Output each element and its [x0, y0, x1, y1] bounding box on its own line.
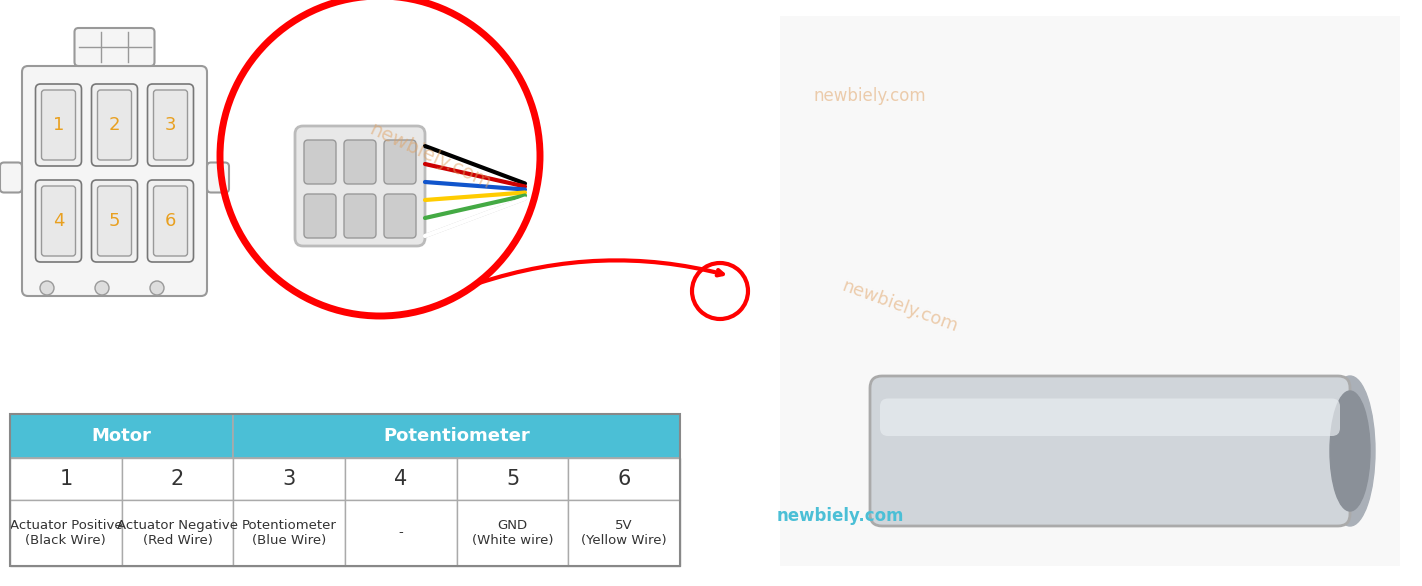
- Bar: [10, 500, 122, 566]
- Text: Potentiometer: Potentiometer: [384, 427, 530, 445]
- Text: -: -: [398, 526, 404, 540]
- FancyBboxPatch shape: [41, 90, 75, 160]
- Circle shape: [95, 281, 109, 295]
- Circle shape: [149, 281, 164, 295]
- FancyBboxPatch shape: [294, 126, 425, 246]
- Bar: [569, 458, 680, 500]
- Bar: [781, 16, 1401, 566]
- Text: newbiely.com: newbiely.com: [365, 120, 493, 193]
- FancyBboxPatch shape: [41, 186, 75, 256]
- Text: 1: 1: [60, 469, 73, 489]
- Text: 6: 6: [165, 212, 176, 230]
- Text: newbiely.com: newbiely.com: [813, 87, 926, 105]
- FancyBboxPatch shape: [154, 90, 188, 160]
- FancyBboxPatch shape: [880, 398, 1340, 436]
- FancyBboxPatch shape: [91, 84, 138, 166]
- Text: 5V
(Yellow Wire): 5V (Yellow Wire): [582, 519, 667, 547]
- Text: newbiely.com: newbiely.com: [776, 507, 904, 525]
- Text: 5: 5: [506, 469, 519, 489]
- FancyBboxPatch shape: [148, 84, 193, 166]
- FancyBboxPatch shape: [98, 186, 131, 256]
- Text: 6: 6: [617, 469, 631, 489]
- FancyBboxPatch shape: [74, 28, 155, 66]
- Bar: [233, 414, 680, 458]
- FancyBboxPatch shape: [36, 84, 81, 166]
- FancyBboxPatch shape: [36, 180, 81, 262]
- FancyBboxPatch shape: [384, 140, 417, 184]
- Bar: [346, 500, 456, 566]
- Text: Actuator Positive
(Black Wire): Actuator Positive (Black Wire): [10, 519, 122, 547]
- Circle shape: [40, 281, 54, 295]
- FancyBboxPatch shape: [148, 180, 193, 262]
- Bar: [569, 500, 680, 566]
- Ellipse shape: [1325, 376, 1375, 526]
- Bar: [456, 500, 569, 566]
- Text: 5: 5: [108, 212, 121, 230]
- Text: 2: 2: [171, 469, 183, 489]
- Bar: [456, 458, 569, 500]
- Bar: [233, 500, 346, 566]
- FancyBboxPatch shape: [384, 194, 417, 238]
- Text: Motor: Motor: [92, 427, 152, 445]
- Bar: [233, 458, 346, 500]
- Text: 1: 1: [53, 116, 64, 134]
- FancyBboxPatch shape: [98, 90, 131, 160]
- Bar: [10, 414, 233, 458]
- Text: Potentiometer
(Blue Wire): Potentiometer (Blue Wire): [242, 519, 337, 547]
- FancyBboxPatch shape: [870, 376, 1349, 526]
- Bar: [346, 458, 456, 500]
- FancyBboxPatch shape: [344, 194, 375, 238]
- FancyBboxPatch shape: [0, 162, 21, 192]
- Text: GND
(White wire): GND (White wire): [472, 519, 553, 547]
- Bar: [122, 458, 233, 500]
- FancyBboxPatch shape: [21, 66, 208, 296]
- FancyBboxPatch shape: [304, 140, 336, 184]
- Bar: [122, 500, 233, 566]
- FancyBboxPatch shape: [154, 186, 188, 256]
- FancyBboxPatch shape: [208, 162, 229, 192]
- Text: 3: 3: [165, 116, 176, 134]
- FancyBboxPatch shape: [304, 194, 336, 238]
- FancyBboxPatch shape: [344, 140, 375, 184]
- FancyBboxPatch shape: [91, 180, 138, 262]
- Bar: [10, 458, 122, 500]
- Text: 2: 2: [108, 116, 121, 134]
- Text: 4: 4: [394, 469, 408, 489]
- Text: newbiely.com: newbiely.com: [839, 277, 960, 335]
- Text: 3: 3: [283, 469, 296, 489]
- Bar: [10, 414, 680, 566]
- Ellipse shape: [1330, 391, 1369, 511]
- Text: 4: 4: [53, 212, 64, 230]
- Text: Actuator Negative
(Red Wire): Actuator Negative (Red Wire): [117, 519, 237, 547]
